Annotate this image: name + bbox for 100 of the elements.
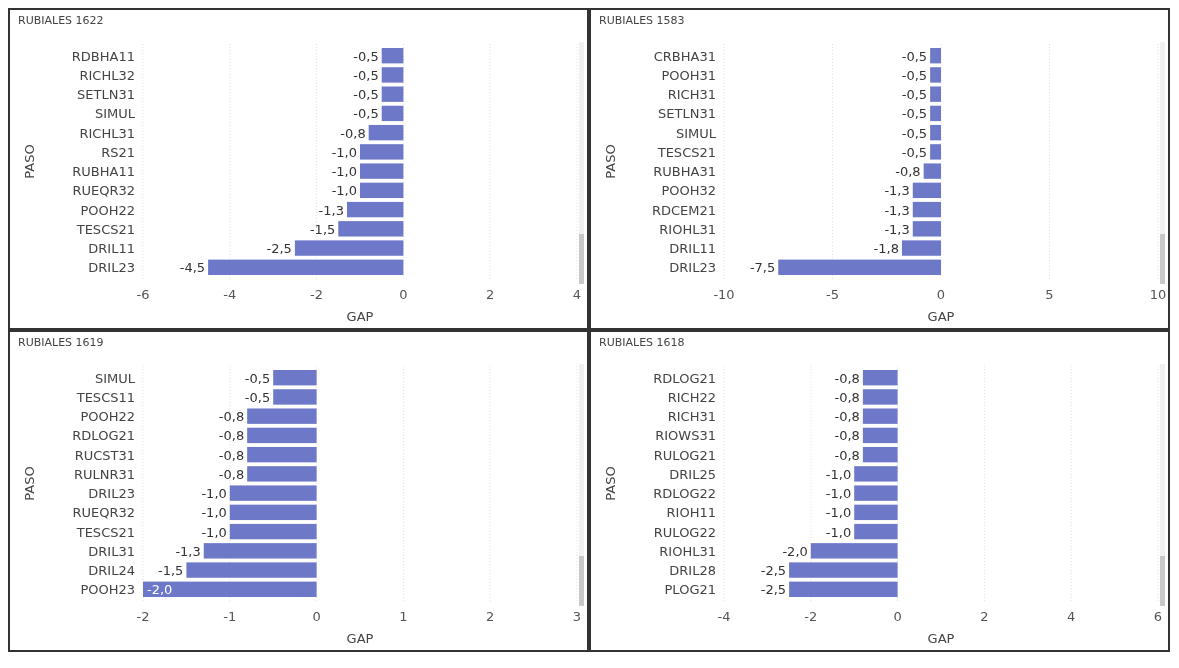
chart-title: RUBIALES 1622 — [18, 14, 104, 27]
x-tick-label: 0 — [936, 287, 946, 302]
x-tick-label: 2 — [486, 287, 495, 302]
chart-title: RUBIALES 1618 — [599, 336, 685, 349]
data-label: -0,5 — [244, 370, 271, 386]
data-label: -1,0 — [825, 505, 852, 521]
data-label: -0,5 — [901, 125, 928, 141]
data-label: -1,0 — [201, 486, 227, 502]
y-tick-label: TESCS11 — [75, 389, 135, 405]
data-label: -1,3 — [884, 202, 910, 218]
y-axis-title: PASO — [603, 144, 618, 179]
data-label: -0,5 — [353, 48, 379, 64]
x-tick-label: 5 — [1045, 287, 1054, 302]
x-tick-label: -2 — [804, 609, 818, 624]
data-label: -0,8 — [834, 370, 860, 386]
data-label: -0,8 — [218, 428, 245, 444]
data-label: -2,5 — [266, 241, 292, 257]
x-axis-title: GAP — [346, 631, 374, 646]
y-tick-label: SIMUL — [94, 106, 136, 122]
data-label: -1,3 — [884, 183, 910, 199]
y-tick-label: RIOHL31 — [659, 543, 716, 559]
y-tick-label: RUEQR32 — [72, 183, 135, 199]
data-label: -0,8 — [834, 409, 860, 425]
y-tick-label: RDLOG21 — [653, 370, 716, 386]
data-label: -1,0 — [825, 524, 852, 540]
y-tick-label: RICH31 — [667, 87, 716, 103]
chart-title: RUBIALES 1619 — [18, 336, 104, 349]
data-label: -0,8 — [340, 125, 366, 141]
data-label: -1,3 — [318, 202, 344, 218]
x-axis-title: GAP — [346, 309, 374, 324]
y-axis-title: PASO — [22, 466, 37, 501]
x-tick-label: -10 — [713, 287, 735, 302]
data-label: -2,5 — [760, 582, 787, 598]
data-label: -7,5 — [749, 260, 776, 276]
data-label: -1,8 — [873, 241, 899, 257]
y-tick-label: RDLOG22 — [653, 486, 716, 502]
y-tick-label: RIOHL31 — [659, 221, 716, 237]
x-tick-label: 0 — [893, 609, 902, 624]
data-label: -0,8 — [218, 447, 245, 463]
data-label: -2,0 — [782, 543, 808, 559]
data-label: -0,8 — [895, 164, 921, 180]
y-tick-label: DRIL23 — [88, 260, 135, 276]
x-tick-label: 2 — [980, 609, 989, 624]
y-tick-label: RUCST31 — [74, 447, 135, 463]
x-tick-label: 4 — [572, 287, 582, 302]
data-label: -0,5 — [901, 48, 928, 64]
data-label: -2,0 — [147, 582, 173, 598]
data-label: -0,8 — [834, 428, 860, 444]
y-tick-label: DRIL25 — [669, 466, 716, 482]
y-tick-label: SETLN31 — [77, 87, 135, 103]
data-label: -1,0 — [825, 466, 852, 482]
y-tick-label: RULOG21 — [653, 447, 716, 463]
chart-title: RUBIALES 1583 — [599, 14, 685, 27]
y-tick-label: RICH31 — [667, 409, 716, 425]
data-label: -0,5 — [901, 67, 928, 83]
y-tick-label: RULNR31 — [73, 466, 135, 482]
data-label: -1,0 — [331, 164, 357, 180]
y-axis-title: PASO — [603, 466, 618, 501]
y-tick-label: DRIL24 — [88, 563, 135, 579]
data-label: -0,5 — [901, 144, 928, 160]
data-label: -0,5 — [353, 106, 379, 122]
x-tick-label: 4 — [1067, 609, 1076, 624]
y-tick-label: DRIL23 — [88, 486, 135, 502]
data-label: -1,0 — [201, 505, 227, 521]
data-label: -0,8 — [834, 447, 860, 463]
x-tick-label: 0 — [312, 609, 321, 624]
data-label: -0,5 — [244, 389, 271, 405]
y-tick-label: POOH22 — [80, 409, 135, 425]
x-tick-label: -5 — [826, 287, 839, 302]
y-tick-label: SETLN31 — [658, 106, 716, 122]
x-axis-title: GAP — [927, 309, 955, 324]
y-tick-label: DRIL11 — [88, 241, 135, 257]
data-label: -0,5 — [353, 67, 379, 83]
x-tick-label: -4 — [717, 609, 731, 624]
y-tick-label: TESCS21 — [75, 524, 135, 540]
x-tick-label: 10 — [1149, 287, 1167, 302]
y-tick-label: RS21 — [101, 144, 135, 160]
data-label: -4,5 — [179, 260, 206, 276]
y-tick-label: RULOG22 — [653, 524, 716, 540]
y-tick-label: TESCS21 — [656, 144, 716, 160]
y-tick-label: POOH22 — [80, 202, 135, 218]
data-label: -1,3 — [175, 543, 201, 559]
y-tick-label: RUBHA31 — [653, 164, 716, 180]
x-tick-label: 0 — [399, 287, 408, 302]
x-tick-label: 1 — [399, 609, 408, 624]
y-tick-label: RIOH11 — [666, 505, 716, 521]
y-tick-label: RICHL31 — [79, 125, 135, 141]
y-tick-label: RUBHA11 — [72, 164, 135, 180]
data-label: -0,5 — [353, 87, 379, 103]
y-tick-label: RICHL32 — [79, 67, 135, 83]
x-tick-label: 6 — [1153, 609, 1163, 624]
y-tick-label: DRIL31 — [88, 543, 135, 559]
x-tick-label: -2 — [310, 287, 324, 302]
x-tick-label: -6 — [136, 287, 150, 302]
y-tick-label: RDLOG21 — [72, 428, 135, 444]
y-tick-label: SIMUL — [94, 370, 136, 386]
data-label: -1,0 — [825, 486, 852, 502]
x-tick-label: 2 — [486, 609, 495, 624]
data-label: -1,0 — [201, 524, 227, 540]
y-tick-label: DRIL28 — [669, 563, 716, 579]
